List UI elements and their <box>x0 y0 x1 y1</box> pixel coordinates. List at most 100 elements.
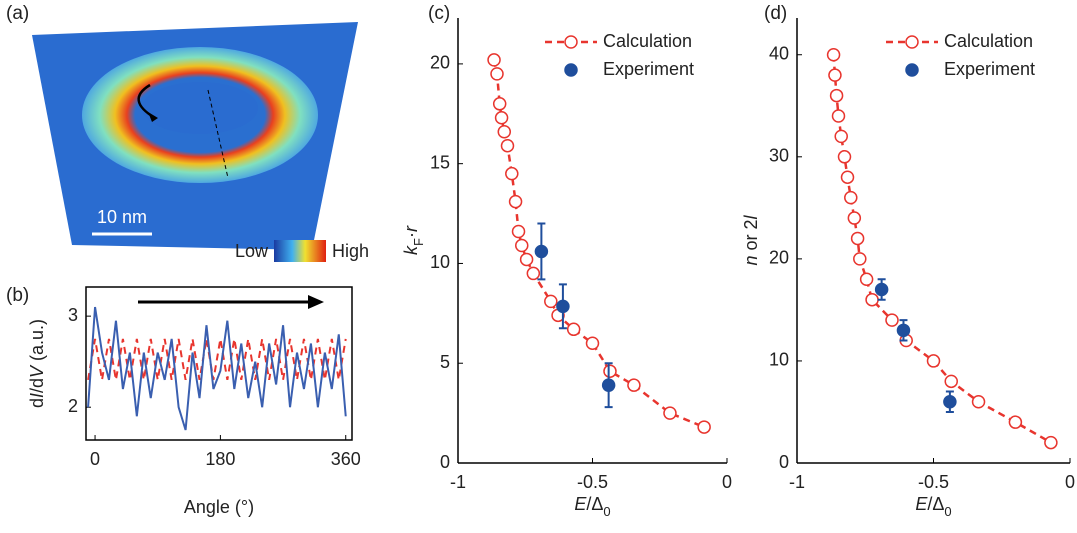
marker <box>519 252 534 267</box>
marker <box>697 420 711 434</box>
colorbar <box>274 240 326 262</box>
x-axis-label-part: /Δ <box>586 494 603 514</box>
panel-label: (d) <box>764 3 787 24</box>
marker <box>853 252 867 266</box>
marker <box>534 244 549 259</box>
y-tick-label: 0 <box>779 452 789 472</box>
series-line <box>87 338 347 381</box>
y-axis-label-part: r <box>401 225 421 232</box>
y-tick-label: 0 <box>440 452 450 472</box>
series-line <box>832 54 1052 444</box>
y-tick-label: 10 <box>769 350 789 370</box>
marker <box>826 47 841 62</box>
marker <box>515 238 529 253</box>
marker <box>508 194 523 209</box>
y-axis-label-part: n <box>741 256 761 266</box>
x-axis-label: Angle (°) <box>184 497 254 517</box>
y-axis-label: kF·r <box>401 225 426 255</box>
marker <box>840 170 855 184</box>
marker <box>494 111 509 125</box>
marker <box>885 313 899 327</box>
y-axis-label-part: V <box>27 364 47 378</box>
x-axis-label-part: 0 <box>944 504 951 519</box>
marker <box>874 282 889 297</box>
marker <box>850 231 865 246</box>
marker <box>837 150 852 164</box>
marker <box>831 109 846 123</box>
scale-bar-label: 10 nm <box>97 207 147 227</box>
marker <box>971 395 986 409</box>
legend-marker <box>564 63 578 77</box>
y-axis-label-part: or 2 <box>741 219 761 255</box>
colorbar-low: Low <box>235 241 269 261</box>
colorbar-high: High <box>332 241 369 261</box>
y-axis-label-part: I <box>27 393 47 398</box>
marker <box>627 378 641 392</box>
marker <box>834 129 848 144</box>
legend-label: Calculation <box>944 31 1033 51</box>
y-axis-label-part: k <box>401 245 421 255</box>
y-tick-label: 5 <box>440 352 450 372</box>
y-tick-label: 20 <box>769 248 789 268</box>
marker <box>828 68 842 82</box>
x-tick-label: 360 <box>331 449 361 469</box>
x-tick-label: 180 <box>205 449 235 469</box>
y-tick-label: 40 <box>769 43 789 63</box>
arrow-head <box>148 112 158 122</box>
x-axis-label-part: E <box>574 494 587 514</box>
marker <box>544 294 558 309</box>
cut-line <box>207 89 229 179</box>
marker <box>566 322 581 337</box>
y-axis-label-part: /d <box>27 378 47 393</box>
y-axis-label-part: l <box>741 214 761 219</box>
y-axis-label-part: · <box>401 232 421 238</box>
marker <box>511 224 526 239</box>
y-tick-label: 3 <box>68 305 78 325</box>
x-tick-label: 0 <box>722 472 732 492</box>
x-axis-label: E/Δ0 <box>574 494 610 519</box>
stm-image: 10 nm Low High (a) <box>6 3 369 262</box>
marker <box>526 266 541 281</box>
y-tick-label: 10 <box>430 252 450 272</box>
x-axis-label-part: /Δ <box>927 494 944 514</box>
x-axis-label-part: E <box>915 494 928 514</box>
x-tick-label: 0 <box>1065 472 1075 492</box>
y-axis-label-part: F <box>411 238 426 246</box>
marker <box>603 364 617 378</box>
y-tick-label: 30 <box>769 146 789 166</box>
marker <box>585 336 600 351</box>
marker <box>601 378 616 392</box>
arrow-head <box>308 295 324 309</box>
marker <box>944 374 958 389</box>
series-line <box>87 306 347 431</box>
legend-marker <box>564 35 578 49</box>
legend-marker <box>905 63 919 77</box>
marker <box>497 124 512 139</box>
marker <box>1008 415 1023 429</box>
marker <box>943 395 957 409</box>
y-axis-label-part: (a.u.) <box>27 319 47 366</box>
y-tick-label: 20 <box>430 53 450 73</box>
x-tick-label: 0 <box>90 449 100 469</box>
marker <box>490 67 504 81</box>
x-axis-label-part: Angle (°) <box>184 497 254 517</box>
marker <box>896 323 911 338</box>
y-tick-label: 2 <box>68 396 78 416</box>
marker <box>500 138 515 153</box>
axes-frame <box>85 286 353 441</box>
panel-b-arrow <box>138 295 324 309</box>
y-axis-label: dI/dV (a.u.) <box>27 319 47 408</box>
x-tick-label: -1 <box>450 472 466 492</box>
marker <box>844 190 858 205</box>
x-tick-label: -1 <box>789 472 805 492</box>
marker <box>865 292 879 307</box>
panel-label: (c) <box>428 3 450 24</box>
marker <box>492 97 507 111</box>
marker <box>487 53 501 67</box>
marker <box>505 166 519 181</box>
marker <box>829 88 844 103</box>
x-tick-label: -0.5 <box>577 472 608 492</box>
y-tick-label: 15 <box>430 152 450 172</box>
x-axis-label: E/Δ0 <box>915 494 951 519</box>
